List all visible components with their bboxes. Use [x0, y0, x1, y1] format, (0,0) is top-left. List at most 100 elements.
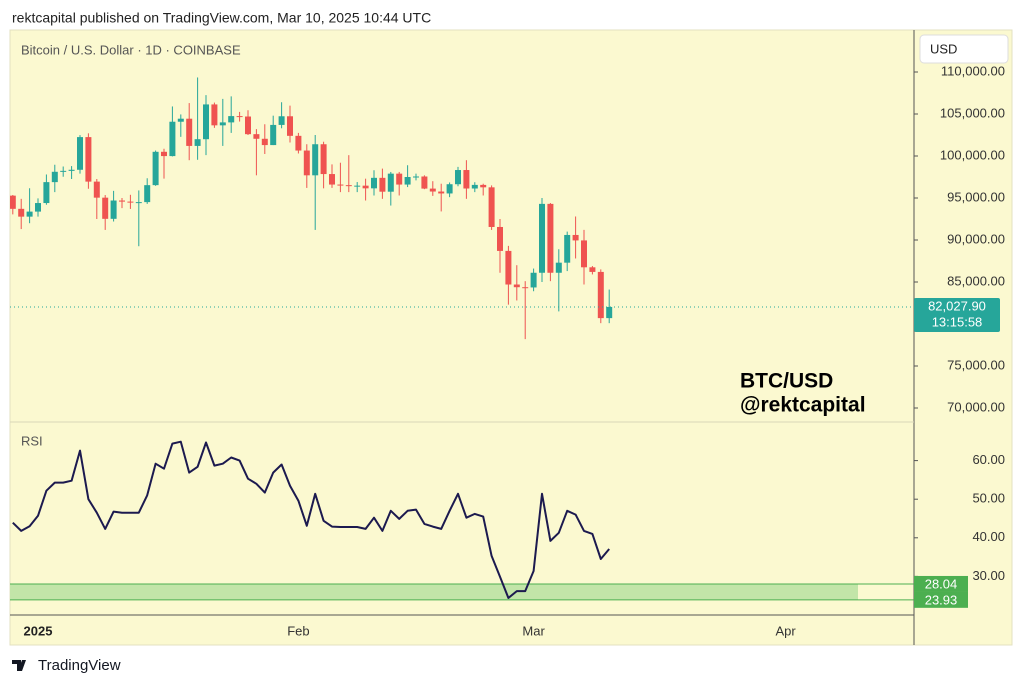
candle-body [480, 184, 487, 188]
x-tick-label: Apr [775, 623, 796, 638]
candle-body [93, 181, 100, 198]
y-tick-label: 110,000.00 [941, 63, 1005, 78]
candle-body [505, 250, 512, 285]
candle-body [144, 185, 151, 203]
y-tick-label: 60.00 [972, 452, 1005, 467]
candle-body [396, 173, 403, 185]
candle-body [488, 187, 495, 227]
y-tick-label: 85,000.00 [947, 273, 1005, 288]
candle-body [161, 151, 167, 157]
candle-body [438, 191, 445, 194]
last-price-tag [914, 297, 1000, 332]
candle-body [539, 203, 545, 273]
candle-body [312, 144, 319, 176]
candle-body [572, 234, 579, 241]
candle-body [329, 174, 335, 185]
x-tick-label: 2025 [24, 623, 53, 638]
candle-body [354, 185, 361, 187]
candle-body [261, 138, 268, 146]
logo-icon [12, 660, 26, 671]
y-tick-label: 90,000.00 [947, 231, 1005, 246]
candle-body [127, 201, 134, 203]
rsi-level-label: 28.04 [925, 576, 958, 591]
candle-body [219, 122, 226, 126]
candle-body [10, 195, 16, 209]
last-price-label: 82,027.90 [928, 298, 986, 313]
candle-body [135, 202, 142, 204]
y-tick-label: 30.00 [972, 568, 1005, 583]
candle-body [203, 104, 209, 140]
candle-body [547, 203, 554, 273]
candle-body [606, 306, 613, 319]
candle-body [522, 287, 529, 289]
rsi-line [12, 440, 610, 599]
candle-body [362, 185, 369, 189]
candle-body [471, 184, 478, 189]
header: rektcapital published on TradingView.com… [12, 10, 431, 26]
candle-body [43, 182, 50, 204]
candle-body [463, 170, 470, 189]
candle-body [371, 177, 377, 189]
candle-body [60, 170, 67, 172]
candle-body [26, 211, 33, 217]
candle-body [228, 116, 235, 123]
candle-body [51, 171, 58, 183]
symbol-legend: Bitcoin / U.S. Dollar · 1D · COINBASE [21, 42, 241, 57]
candle-body [152, 151, 159, 186]
plot-area [10, 77, 914, 601]
candle-body [320, 144, 327, 175]
candle-body [413, 176, 419, 178]
y-tick-label: 105,000.00 [940, 105, 1005, 120]
y-tick-label: 50.00 [972, 491, 1005, 506]
y-tick-label: 70,000.00 [947, 399, 1005, 414]
candle-body [555, 262, 562, 273]
candle-body [110, 200, 117, 219]
footer-brand: TradingView [38, 657, 121, 674]
candle-body [564, 234, 571, 263]
rsi-band [10, 583, 858, 600]
candle-body [513, 284, 520, 288]
y-tick-label: 100,000.00 [940, 147, 1005, 162]
currency-button[interactable] [919, 34, 1009, 64]
y-tick-label: 40.00 [972, 529, 1005, 544]
candle-body [589, 267, 596, 272]
candle-body [379, 177, 386, 192]
candle-body [404, 176, 411, 185]
candle-body [345, 185, 352, 187]
candle-body [270, 124, 277, 146]
candle-body [530, 272, 537, 288]
rsi-level-tag [914, 575, 968, 592]
candle-body [337, 184, 344, 186]
x-tick-label: Feb [287, 623, 309, 638]
candle-body [68, 169, 75, 171]
candle-body [446, 184, 453, 194]
candle-body [421, 176, 428, 189]
annotation: @rektcapital [740, 394, 866, 417]
candle-body [177, 118, 184, 122]
countdown: 13:15:58 [932, 314, 983, 329]
y-tick-label: 95,000.00 [947, 189, 1005, 204]
candle-body [278, 116, 285, 125]
candle-body [455, 170, 461, 185]
candle-body [287, 116, 293, 136]
rsi-level-label: 23.93 [925, 592, 958, 607]
rsi-legend: RSI [21, 433, 43, 448]
candle-body [303, 150, 310, 176]
y-tick-label: 75,000.00 [947, 357, 1005, 372]
chart-frame [9, 29, 1013, 646]
currency[interactable]: USD [930, 41, 957, 56]
candle-body [581, 240, 587, 268]
candle-body [85, 137, 92, 182]
candle-body [497, 226, 503, 251]
tradingview-logo [12, 660, 26, 671]
candle-body [253, 134, 260, 139]
candle-body [245, 116, 251, 135]
candle-body [119, 200, 125, 202]
candle-body [169, 121, 176, 157]
rsi-level-tag [914, 591, 968, 608]
annotation: BTC/USD [740, 370, 833, 393]
candle-body [102, 197, 109, 219]
